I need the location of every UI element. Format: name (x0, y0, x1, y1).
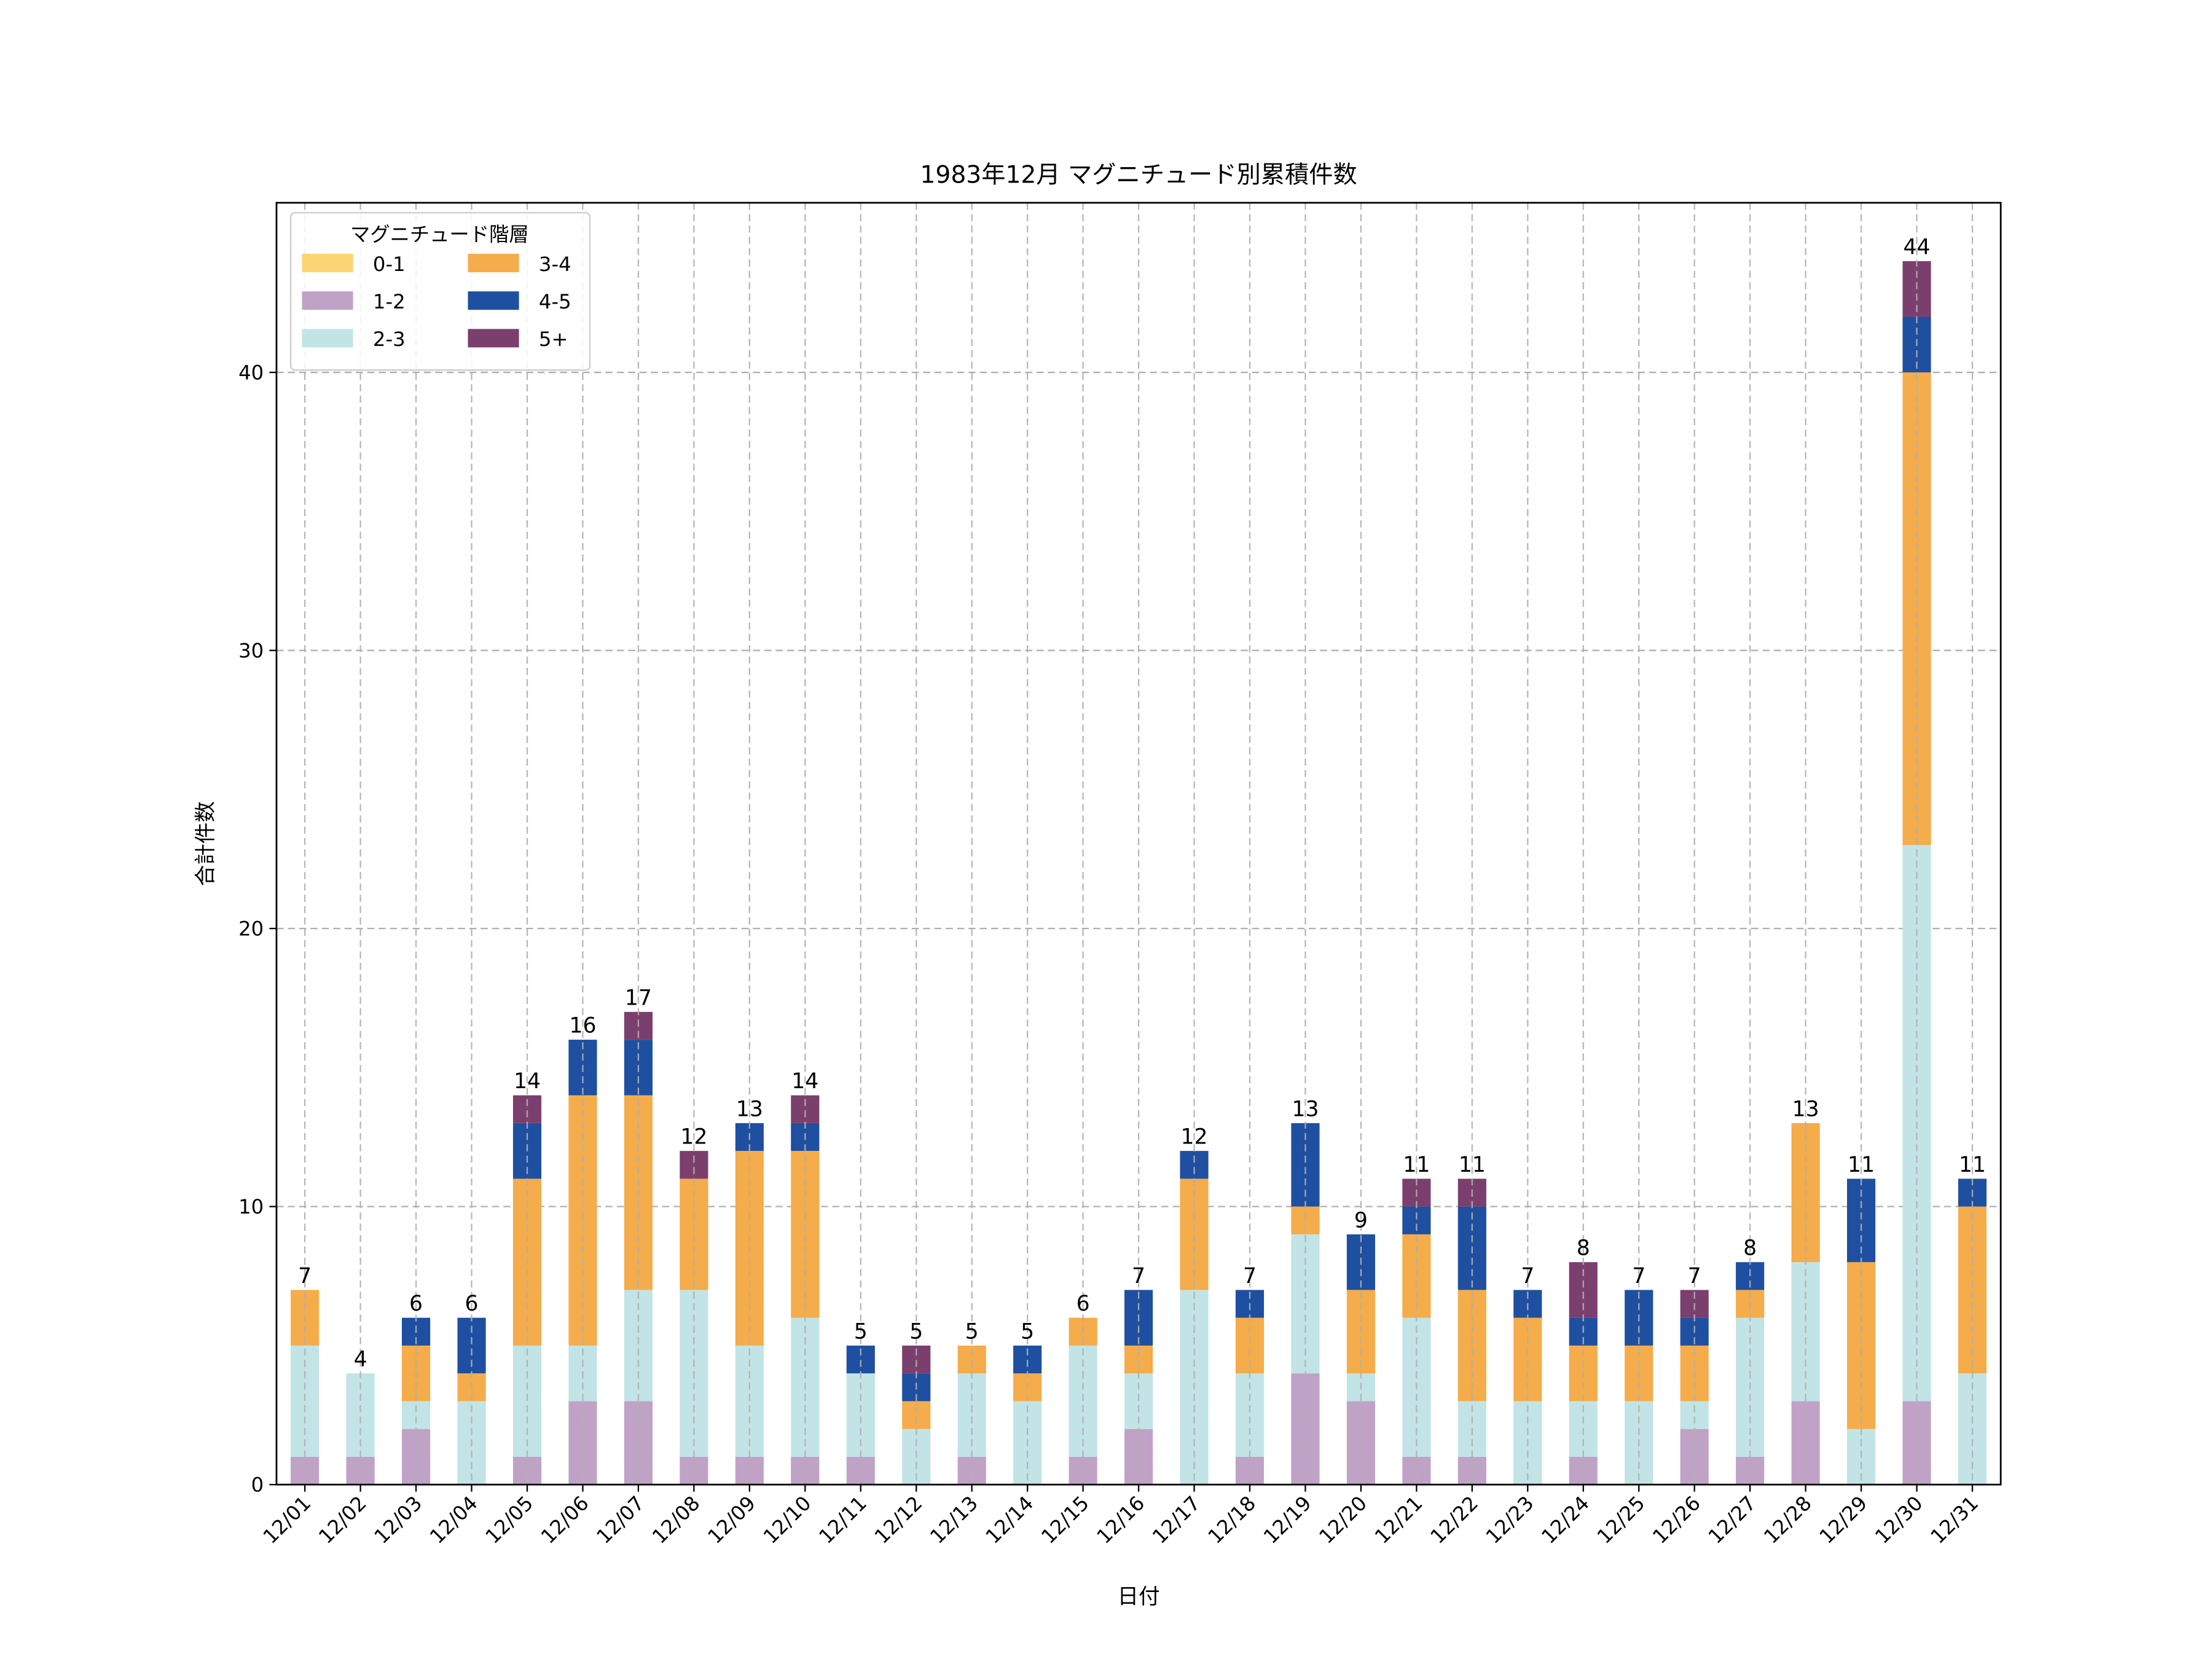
bar-segment-3-4-12/29 (1847, 1262, 1876, 1429)
bar-segment-4-5-12/17 (1180, 1151, 1209, 1179)
legend: マグニチュード階層 0-1 1-2 2-3 3-4 4-5 5+ (289, 211, 591, 371)
total-label: 8 (1577, 1236, 1590, 1261)
legend-swatch-5+ (468, 329, 519, 348)
total-label: 9 (1354, 1208, 1368, 1233)
bar-segment-1-2-12/09 (735, 1456, 764, 1485)
y-axis: 0 10 20 30 40 (238, 361, 276, 1497)
total-label: 6 (465, 1292, 479, 1316)
legend-label-2-3: 2-3 (373, 327, 406, 351)
y-tick-label: 30 (238, 639, 264, 662)
total-label: 5 (1021, 1319, 1034, 1344)
total-label: 7 (298, 1264, 312, 1288)
total-label: 7 (1688, 1264, 1701, 1288)
total-label: 5 (909, 1319, 923, 1344)
total-label: 13 (1792, 1097, 1819, 1121)
total-label: 11 (1403, 1153, 1430, 1177)
total-label: 11 (1459, 1153, 1486, 1177)
total-label: 8 (1743, 1236, 1757, 1261)
bar-segment-1-2-12/15 (1069, 1456, 1097, 1485)
bar-segment-1-2-12/22 (1457, 1456, 1486, 1485)
total-labels: 7 4 6 6 14 16 17 12 13 14 5 5 5 5 6 7 12 7 13 9 11 11 7 8 7 7 8 13 1… (298, 202, 1986, 1485)
total-label: 7 (1132, 1264, 1145, 1288)
y-axis-label: 合計件数 (194, 801, 218, 886)
bar-segment-1-2-12/13 (957, 1456, 986, 1485)
chart-title: 1983年12月 マグニチュード別累積件数 (920, 162, 1357, 189)
total-label: 5 (965, 1319, 979, 1344)
legend-swatch-2-3 (302, 329, 353, 348)
legend-swatch-3-4 (468, 254, 519, 273)
bar-segment-1-2-12/02 (346, 1456, 375, 1485)
total-label: 6 (1077, 1292, 1090, 1316)
legend-swatch-4-5 (468, 291, 519, 310)
y-tick-label: 20 (238, 917, 264, 941)
x-axis-label: 日付 (1117, 1585, 1159, 1609)
bar-segment-1-2-12/01 (291, 1456, 320, 1485)
total-label: 11 (1848, 1153, 1875, 1177)
bar-segment-3-4-12/30 (1902, 372, 1931, 845)
total-label: 12 (680, 1125, 707, 1150)
legend-label-4-5: 4-5 (539, 290, 571, 313)
total-label: 6 (409, 1292, 423, 1316)
total-label: 13 (736, 1097, 763, 1121)
bar-segment-1-2-12/24 (1569, 1456, 1598, 1485)
total-label: 14 (514, 1069, 541, 1094)
bar-segment-1-2-12/05 (512, 1456, 542, 1485)
legend-label-3-4: 3-4 (539, 253, 571, 276)
bar-segment-1-2-12/18 (1235, 1456, 1265, 1485)
bar-segment-1-2-12/21 (1402, 1456, 1431, 1485)
legend-label-1-2: 1-2 (373, 290, 406, 313)
total-label: 11 (1959, 1153, 1986, 1177)
total-label: 44 (1904, 235, 1931, 259)
total-label: 17 (625, 986, 652, 1010)
total-label: 7 (1243, 1264, 1257, 1288)
total-label: 14 (791, 1069, 818, 1094)
y-tick-label: 40 (238, 361, 264, 385)
total-label: 7 (1632, 1264, 1645, 1288)
legend-label-5+: 5+ (539, 327, 568, 351)
legend-swatch-1-2 (302, 291, 353, 310)
y-tick-label: 0 (251, 1473, 264, 1497)
legend-title: マグニチュード階層 (350, 222, 529, 246)
bar-segment-1-2-12/27 (1736, 1456, 1765, 1485)
bar-segment-1-2-12/11 (846, 1456, 875, 1485)
legend-swatch-0-1 (302, 254, 353, 273)
total-label: 16 (569, 1014, 596, 1038)
bar-segment-1-2-12/10 (791, 1456, 820, 1485)
bar-segment-1-2-12/08 (680, 1456, 708, 1485)
total-label: 5 (854, 1319, 868, 1344)
total-label: 7 (1521, 1264, 1534, 1288)
bar-segment-5+-12/08 (680, 1151, 708, 1179)
y-tick-label: 10 (238, 1195, 264, 1218)
bar-segment-3-4-12/31 (1958, 1206, 1987, 1374)
legend-label-0-1: 0-1 (373, 253, 406, 276)
total-label: 4 (354, 1347, 367, 1372)
total-label: 13 (1292, 1097, 1319, 1121)
total-label: 12 (1181, 1125, 1208, 1150)
